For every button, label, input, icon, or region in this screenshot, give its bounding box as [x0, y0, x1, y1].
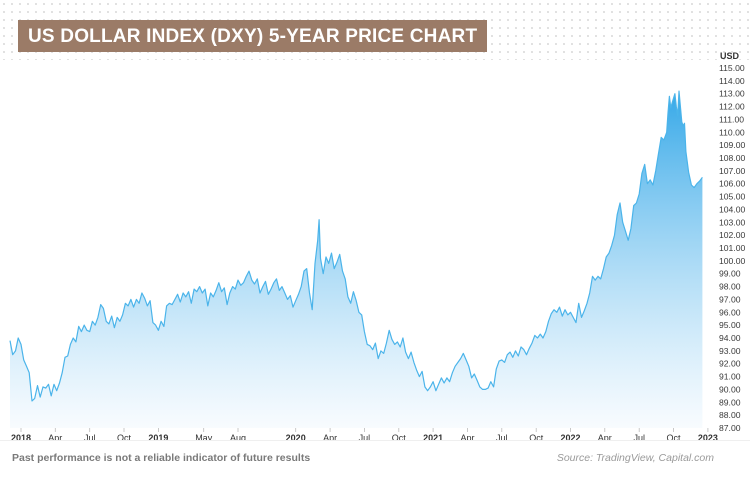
y-tick-label: 109.00 [719, 140, 746, 150]
x-tick-label: Jul [633, 433, 645, 440]
y-tick-label: 110.00 [719, 127, 745, 137]
y-axis-unit-label: USD [720, 51, 740, 61]
x-tick-label: Apr [48, 433, 62, 440]
y-tick-label: 100.00 [719, 256, 746, 266]
y-tick-label: 113.00 [719, 89, 745, 99]
y-tick-label: 101.00 [719, 243, 746, 253]
x-tick-label: Aug [230, 433, 246, 440]
price-chart: USD 115.00 114.00 113.00 112.00 111.00 110.00 1… [9, 51, 746, 440]
y-tick-label: 103.00 [719, 217, 746, 227]
y-tick-label: 89.00 [719, 397, 741, 407]
y-tick-label: 98.00 [719, 282, 741, 292]
y-tick-label: 115.00 [719, 63, 745, 73]
x-tick-label: Oct [392, 433, 407, 440]
chart-title: US DOLLAR INDEX (DXY) 5-YEAR PRICE CHART [18, 20, 488, 52]
y-tick-label: 108.00 [719, 153, 746, 163]
price-area-fill [10, 91, 703, 428]
x-tick-label: Apr [323, 433, 337, 440]
x-tick-label: 2019 [148, 433, 168, 440]
y-tick-label: 102.00 [719, 230, 746, 240]
y-tick-label: 94.00 [719, 333, 741, 343]
x-tick-label: Apr [598, 433, 612, 440]
x-tick-label: Oct [529, 433, 544, 440]
x-tick-label: 2021 [423, 433, 443, 440]
y-tick-label: 106.00 [719, 179, 746, 189]
disclaimer-text: Past performance is not a reliable indic… [12, 452, 311, 464]
source-text: Source: TradingView, Capital.com [556, 452, 714, 464]
y-tick-label: 97.00 [719, 294, 741, 304]
y-tick-label: 87.00 [719, 423, 741, 433]
y-tick-label: 111.00 [719, 114, 744, 124]
y-tick-label: 90.00 [719, 384, 741, 394]
y-tick-label: 91.00 [719, 372, 741, 382]
x-tick-label: 2023 [698, 433, 718, 440]
x-tick-label: Apr [460, 433, 474, 440]
y-tick-label: 104.00 [719, 204, 746, 214]
price-line [9, 90, 703, 402]
footer-divider [0, 440, 750, 441]
y-tick-label: 95.00 [719, 320, 741, 330]
x-tick-label: Oct [117, 433, 132, 440]
x-tick-label: 2022 [560, 433, 580, 440]
x-tick-label: Jul [359, 433, 371, 440]
y-tick-label: 99.00 [719, 269, 741, 279]
y-tick-label: 105.00 [719, 192, 746, 202]
y-tick-label: 92.00 [719, 359, 741, 369]
y-tick-label: 112.00 [719, 102, 745, 112]
y-tick-label: 107.00 [719, 166, 746, 176]
x-tick-label: Jul [496, 433, 508, 440]
y-tick-label: 96.00 [719, 307, 741, 317]
x-tick-label: May [195, 433, 213, 440]
y-tick-label: 88.00 [719, 410, 741, 420]
y-tick-label: 93.00 [719, 346, 741, 356]
x-tick-label: 2018 [11, 433, 31, 440]
x-tick-label: 2020 [286, 433, 306, 440]
x-tick-label: Oct [666, 433, 681, 440]
x-tick-label: Jul [84, 433, 96, 440]
y-tick-label: 114.00 [719, 76, 745, 86]
